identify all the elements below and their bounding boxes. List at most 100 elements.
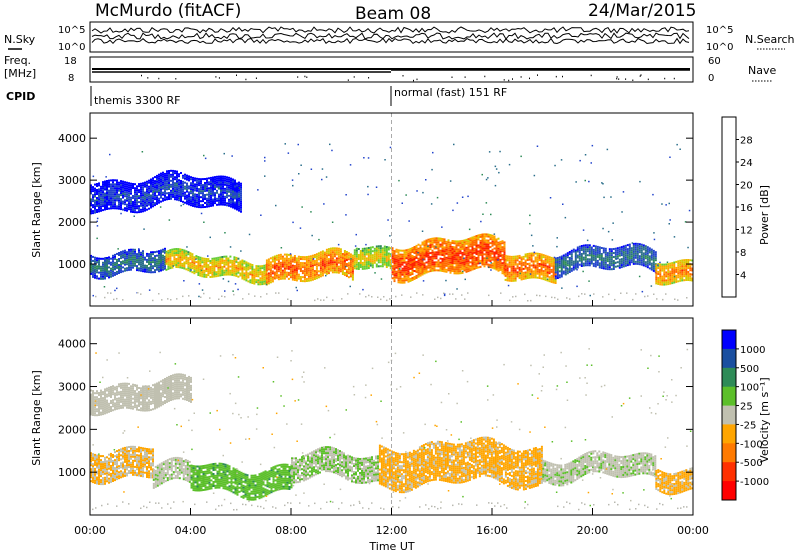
data-cell	[673, 281, 676, 284]
data-cell	[198, 188, 200, 191]
data-cell	[415, 264, 418, 267]
data-cell	[512, 261, 515, 264]
data-cell	[536, 264, 539, 267]
data-cell	[187, 253, 190, 256]
data-cell	[144, 268, 146, 271]
data-cell	[305, 260, 308, 262]
data-cell	[391, 265, 394, 268]
data-cell	[168, 198, 170, 200]
data-cell	[235, 274, 238, 277]
data-cell	[233, 270, 236, 273]
data-cell	[435, 251, 438, 254]
data-cell	[186, 182, 188, 185]
data-cell	[661, 277, 664, 280]
data-cell	[154, 271, 156, 274]
data-cell	[405, 271, 408, 274]
data-cell	[556, 257, 559, 259]
data-cell	[98, 462, 100, 465]
data-cell	[689, 267, 692, 270]
data-cell	[104, 267, 106, 270]
ground-cell	[584, 293, 586, 295]
data-cell	[116, 199, 118, 202]
data-cell	[222, 191, 224, 194]
data-cell	[562, 256, 565, 259]
data-cell	[94, 211, 96, 214]
ground-cell	[320, 299, 322, 301]
data-cell	[173, 252, 176, 255]
data-cell	[365, 253, 368, 256]
data-cell	[373, 247, 376, 250]
data-cell	[299, 278, 302, 280]
data-cell	[437, 245, 440, 248]
ground-cell	[677, 299, 679, 301]
data-cell	[665, 265, 668, 268]
data-cell	[187, 269, 190, 272]
data-cell	[234, 191, 236, 194]
data-cell	[481, 263, 484, 266]
data-cell	[281, 273, 284, 276]
data-cell	[564, 271, 567, 274]
data-cell	[283, 269, 286, 272]
data-cell	[108, 453, 110, 456]
data-cell	[349, 265, 352, 268]
data-cell	[347, 262, 350, 265]
data-cell	[421, 269, 424, 272]
data-cell	[196, 197, 198, 200]
data-cell	[499, 260, 502, 263]
data-cell	[612, 256, 615, 258]
noise-cell	[311, 234, 313, 237]
data-cell	[339, 248, 342, 251]
data-cell	[493, 241, 496, 244]
data-cell	[162, 193, 164, 196]
noise-cell	[93, 270, 96, 272]
data-cell	[433, 255, 436, 258]
data-cell	[118, 183, 120, 186]
data-cell	[94, 453, 96, 456]
data-cell	[512, 269, 515, 272]
data-cell	[261, 273, 264, 276]
data-cell	[562, 272, 565, 275]
data-cell	[222, 177, 224, 180]
data-cell	[471, 254, 474, 257]
data-cell	[481, 239, 484, 242]
data-cell	[255, 269, 258, 272]
noise-cell	[168, 219, 171, 221]
data-cell	[222, 193, 224, 196]
data-cell	[295, 259, 298, 262]
noise-cell	[480, 220, 482, 223]
noise-cell	[190, 269, 192, 271]
data-cell	[110, 456, 112, 459]
data-cell	[172, 175, 174, 178]
data-cell	[130, 200, 132, 203]
data-cell	[245, 279, 248, 282]
data-cell	[503, 247, 506, 250]
data-cell	[223, 271, 226, 274]
nave-dot	[562, 75, 563, 78]
data-cell	[146, 190, 148, 193]
noise-cell	[564, 216, 567, 219]
data-cell	[205, 274, 208, 276]
data-cell	[230, 201, 232, 204]
data-cell	[491, 250, 494, 253]
data-cell	[175, 248, 178, 250]
data-cell	[156, 268, 158, 271]
power-cbar-label: 4	[740, 271, 746, 282]
ground-cell	[449, 293, 451, 295]
data-cell	[628, 253, 631, 256]
data-cell	[655, 282, 658, 285]
data-cell	[165, 260, 168, 263]
data-cell	[391, 251, 394, 254]
noise-cell	[490, 269, 492, 271]
data-cell	[224, 181, 226, 184]
data-cell	[124, 199, 126, 202]
data-cell	[218, 183, 220, 186]
data-cell	[419, 274, 422, 277]
data-cell	[283, 257, 286, 260]
data-cell	[411, 249, 414, 251]
data-cell	[590, 258, 593, 261]
data-cell	[679, 271, 682, 274]
data-cell	[417, 259, 420, 262]
data-cell	[243, 268, 246, 271]
data-cell	[110, 203, 112, 206]
noise-cell	[367, 157, 370, 159]
